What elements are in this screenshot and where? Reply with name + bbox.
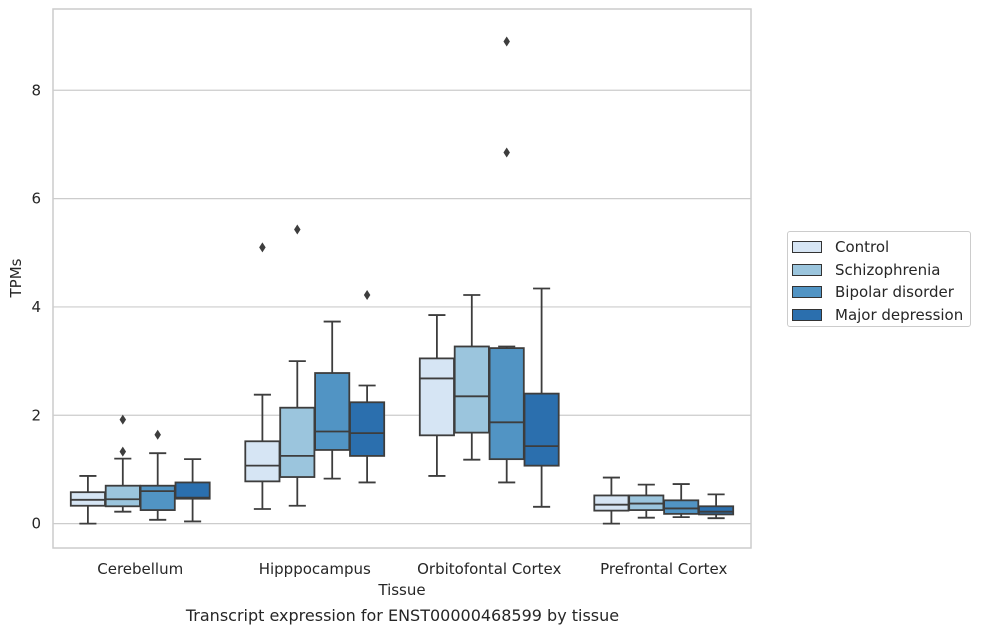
box-1-2: [314, 320, 351, 480]
legend-label: Schizophrenia: [835, 260, 941, 279]
outlier-point: [119, 446, 127, 457]
box-0-0: [69, 475, 106, 525]
box-3-3: [698, 493, 735, 520]
iqr-box: [523, 392, 560, 467]
box-1-3: [349, 290, 386, 484]
legend-label: Control: [835, 238, 890, 257]
outlier-point: [503, 36, 510, 47]
legend-item-0: Control: [788, 236, 970, 259]
iqr-box: [279, 406, 316, 478]
figure-caption: Transcript expression for ENST0000046859…: [185, 606, 620, 625]
x-tick-label-2: Orbitofontal Cortex: [417, 560, 561, 578]
iqr-box: [174, 481, 211, 500]
legend-swatch: [792, 263, 822, 276]
outlier-point: [119, 414, 127, 425]
y-tick-label-0: 0: [31, 515, 41, 533]
legend-swatch: [792, 308, 822, 321]
iqr-box: [244, 440, 281, 483]
outlier-point: [294, 224, 301, 235]
iqr-box: [314, 372, 351, 451]
y-tick-label-2: 2: [31, 406, 41, 424]
gridlines: [53, 89, 751, 525]
iqr-box: [418, 357, 455, 437]
box-3-1: [628, 483, 665, 519]
x-tick-label-0: Cerebellum: [97, 560, 183, 578]
iqr-box: [698, 505, 735, 516]
legend-swatch: [792, 241, 822, 254]
box-3-0: [593, 476, 630, 525]
y-tick-label-8: 8: [31, 81, 41, 99]
x-tick-label-1: Hipppocampus: [259, 560, 371, 578]
outlier-point: [259, 242, 266, 253]
outlier-point: [503, 147, 510, 158]
legend-swatch: [792, 286, 822, 299]
iqr-box: [104, 484, 141, 508]
x-tick-labels: Cerebellum Hipppocampus Orbitofontal Corte…: [97, 560, 727, 578]
iqr-box: [593, 494, 630, 512]
iqr-box: [139, 484, 176, 511]
x-axis-label: Tissue: [377, 581, 425, 599]
box-0-3: [174, 458, 211, 523]
iqr-box: [663, 499, 700, 515]
legend-label: Major depression: [835, 305, 964, 324]
legend-label: Bipolar disorder: [835, 283, 954, 302]
boxes-layer: [69, 36, 735, 525]
plot-area: [53, 9, 751, 548]
y-tick-labels: 0 2 4 6 8: [31, 81, 41, 532]
legend: Control Schizophrenia Bipolar disorder Majo…: [787, 231, 971, 327]
iqr-box: [488, 347, 525, 461]
box-2-1: [453, 294, 490, 461]
y-axis-label: TPMs: [7, 258, 25, 298]
box-2-0: [418, 314, 455, 477]
x-tick-label-3: Prefrontal Cortex: [600, 560, 727, 578]
box-1-0: [244, 242, 281, 510]
legend-item-2: Bipolar disorder: [788, 281, 970, 304]
y-tick-label-6: 6: [31, 190, 41, 208]
y-tick-label-4: 4: [31, 298, 41, 316]
box-0-2: [139, 429, 176, 521]
legend-item-3: Major depression: [788, 304, 970, 327]
outlier-point: [363, 290, 371, 301]
outlier-point: [154, 429, 161, 440]
box-2-3: [523, 287, 560, 508]
iqr-box: [453, 345, 490, 434]
legend-item-1: Schizophrenia: [788, 259, 970, 282]
iqr-box: [349, 401, 386, 457]
plot-frame: [52, 8, 752, 549]
